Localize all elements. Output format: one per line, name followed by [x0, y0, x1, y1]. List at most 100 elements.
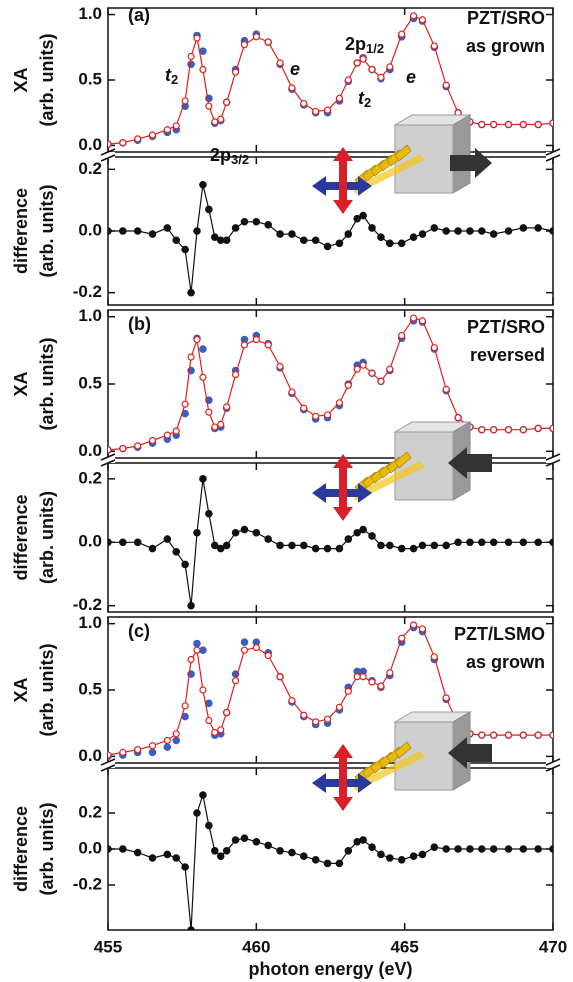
data-point: [377, 541, 385, 550]
axis-break: [100, 764, 116, 772]
data-point: [187, 926, 195, 930]
data-point: [409, 852, 418, 861]
beam-wave: [394, 144, 412, 162]
y-tick-label: 0.0: [78, 532, 102, 551]
data-point: [323, 106, 332, 114]
y-tick-label: 0.2: [78, 802, 102, 821]
panel-title: PZT/LSMO: [454, 624, 545, 644]
data-point: [519, 538, 528, 547]
plot-frame: [107, 156, 554, 306]
data-point: [276, 230, 284, 238]
data-point: [442, 81, 450, 89]
axis-break: [545, 764, 561, 772]
data-point: [368, 65, 376, 74]
data-point: [193, 528, 201, 537]
polarization-vertical: [333, 744, 353, 811]
data-point: [344, 76, 352, 84]
data-point: [163, 535, 172, 543]
data-point: [163, 224, 172, 232]
geometry-inset: [312, 114, 492, 214]
axis-break: [545, 758, 561, 766]
axis-break: [100, 154, 116, 162]
beam-wave: [394, 741, 412, 759]
data-point: [187, 52, 195, 61]
data-point: [344, 846, 353, 855]
annotation-text: e: [290, 59, 300, 79]
axis-break: [100, 758, 116, 766]
x-tick-label: 460: [242, 937, 270, 956]
data-point: [377, 850, 385, 859]
data-point: [231, 224, 240, 232]
data-point: [534, 224, 542, 232]
data-point: [163, 743, 172, 751]
data-point: [240, 525, 249, 534]
data-point: [299, 852, 308, 861]
y-tick-label: 1.0: [78, 613, 102, 632]
data-point: [368, 843, 376, 852]
data-point: [252, 336, 260, 344]
axis-break-gap: [101, 152, 115, 158]
data-point: [205, 205, 213, 214]
data-point: [397, 544, 406, 553]
data-point: [323, 242, 332, 251]
data-point: [504, 538, 513, 547]
incident-arrow: [448, 447, 492, 479]
data-point: [231, 68, 240, 76]
data-point: [418, 16, 427, 24]
data-point: [172, 236, 181, 245]
data-point: [252, 528, 261, 537]
data-point: [148, 436, 157, 445]
annotation-text: e: [406, 67, 416, 87]
data-point: [264, 38, 272, 46]
data-point: [205, 408, 213, 416]
data-point: [193, 646, 201, 654]
data-point: [187, 60, 195, 69]
data-point: [442, 385, 450, 393]
data-point: [172, 854, 181, 862]
data-point: [222, 846, 231, 855]
data-point: [134, 442, 142, 450]
data-point: [231, 677, 240, 685]
data-point: [133, 227, 142, 235]
polarization-vertical: [333, 147, 353, 214]
data-point: [430, 843, 439, 852]
data-point: [466, 845, 474, 853]
annotation: e: [290, 59, 300, 79]
data-point: [377, 682, 385, 690]
data-point: [549, 119, 553, 127]
data-point: [344, 381, 352, 389]
data-point: [454, 414, 462, 422]
data-point: [199, 686, 207, 694]
data-point: [288, 541, 296, 550]
data-point: [148, 742, 157, 750]
data-point: [240, 834, 249, 843]
data-point: [344, 687, 352, 695]
data-point: [199, 65, 207, 74]
data-point: [466, 227, 474, 235]
y-tick-label: 0.0: [78, 135, 102, 154]
x-tick-label: 455: [94, 937, 122, 956]
data-point: [134, 746, 142, 754]
data-point: [368, 532, 376, 540]
data-point: [205, 716, 213, 725]
data-point: [311, 855, 320, 864]
y-tick-label: 0.0: [78, 746, 102, 765]
data-point: [418, 850, 427, 859]
data-point: [430, 42, 438, 50]
data-point: [409, 621, 418, 629]
data-point: [288, 84, 296, 92]
data-point: [353, 214, 362, 223]
data-point: [264, 651, 272, 660]
data-point: [193, 639, 201, 648]
data-point: [211, 118, 219, 126]
data-point: [478, 731, 486, 739]
data-point: [108, 227, 112, 235]
data-point: [504, 426, 513, 434]
data-point: [377, 377, 385, 385]
data-point: [199, 345, 207, 353]
series-group: [108, 791, 553, 930]
data-point: [430, 344, 438, 352]
data-point: [172, 736, 181, 745]
data-point: [172, 427, 180, 435]
data-point: [335, 544, 344, 553]
